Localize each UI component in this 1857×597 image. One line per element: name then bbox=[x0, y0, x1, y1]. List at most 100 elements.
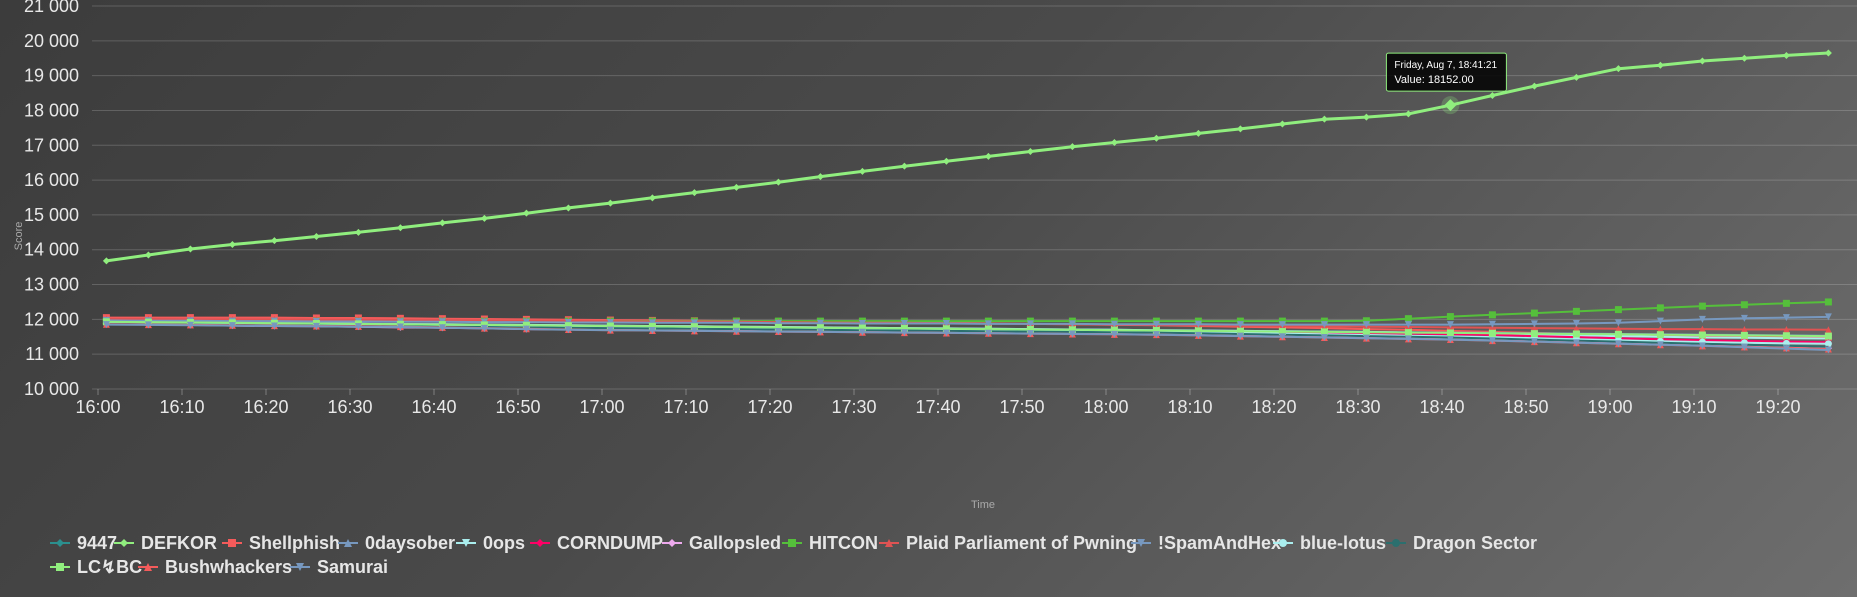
legend-item-samurai[interactable]: Samurai bbox=[290, 557, 388, 577]
hover-layer bbox=[1441, 96, 1460, 115]
y-tick-label: 21 000 bbox=[24, 0, 79, 16]
legend-swatch-marker bbox=[120, 539, 128, 547]
data-point bbox=[900, 320, 908, 328]
data-point bbox=[690, 327, 698, 335]
data-point bbox=[228, 322, 236, 330]
x-tick-label: 17:20 bbox=[747, 397, 792, 417]
legend-item-0ops[interactable]: 0ops bbox=[456, 533, 525, 553]
data-point bbox=[816, 324, 824, 332]
data-point bbox=[1404, 335, 1412, 343]
data-point bbox=[1614, 325, 1622, 333]
data-point bbox=[1152, 320, 1160, 328]
x-tick-label: 19:20 bbox=[1755, 397, 1800, 417]
data-point bbox=[1320, 333, 1328, 341]
data-point bbox=[984, 325, 992, 333]
data-point bbox=[1026, 148, 1034, 156]
data-point bbox=[1362, 334, 1370, 342]
legend-item-gallopsled[interactable]: Gallopsled bbox=[662, 533, 781, 553]
data-point bbox=[354, 323, 362, 331]
legend-item-bushwhackers[interactable]: Bushwhackers bbox=[138, 557, 292, 577]
legend-swatch-marker bbox=[228, 539, 236, 547]
legend-item-defkor[interactable]: DEFKOR bbox=[114, 533, 217, 553]
legend-item-dragon-sector[interactable]: Dragon Sector bbox=[1386, 533, 1537, 553]
legend-label: CORNDUMP bbox=[557, 533, 663, 553]
data-point bbox=[900, 329, 908, 337]
data-point bbox=[1572, 307, 1580, 315]
data-point bbox=[1698, 325, 1706, 333]
x-tick-label: 17:50 bbox=[999, 397, 1044, 417]
data-point bbox=[1152, 331, 1160, 339]
legend-item-lc-bc[interactable]: LC↯BC bbox=[50, 557, 142, 577]
legend-label: Dragon Sector bbox=[1413, 533, 1537, 553]
data-point bbox=[606, 322, 614, 330]
data-point bbox=[564, 326, 572, 334]
data-point bbox=[1698, 331, 1706, 339]
legend-swatch-marker bbox=[462, 539, 470, 547]
y-tick-label: 13 000 bbox=[24, 275, 79, 295]
tooltip: Friday, Aug 7, 18:41:21 Value: 18152.00 bbox=[1385, 52, 1507, 92]
data-point bbox=[648, 322, 656, 330]
data-point bbox=[396, 323, 404, 331]
y-tick-label: 16 000 bbox=[24, 170, 79, 190]
data-point bbox=[732, 319, 740, 327]
legend-item-spamandhex[interactable]: !SpamAndHex bbox=[1131, 533, 1281, 553]
data-point bbox=[1404, 321, 1412, 329]
legend-swatch-marker bbox=[1137, 539, 1145, 547]
data-point bbox=[1530, 330, 1538, 338]
data-point bbox=[732, 323, 740, 331]
data-point bbox=[1530, 320, 1538, 328]
data-point bbox=[1614, 306, 1622, 314]
data-point bbox=[1824, 298, 1832, 306]
y-axis-title: Score bbox=[13, 222, 25, 251]
data-point bbox=[1698, 342, 1706, 350]
data-point bbox=[690, 189, 698, 197]
x-tick-label: 18:00 bbox=[1083, 397, 1128, 417]
legend-item-hitcon[interactable]: HITCON bbox=[782, 533, 878, 553]
data-point bbox=[1446, 321, 1454, 329]
legend-item-corndump[interactable]: CORNDUMP bbox=[530, 533, 663, 553]
data-point bbox=[858, 320, 866, 328]
legend-item-shellphish[interactable]: Shellphish bbox=[222, 533, 340, 553]
data-point bbox=[1824, 332, 1832, 340]
series-layer bbox=[102, 49, 1832, 354]
data-point bbox=[942, 320, 950, 328]
data-point bbox=[186, 321, 194, 329]
data-point bbox=[1320, 328, 1328, 336]
data-point bbox=[1110, 138, 1118, 146]
legend-label: DEFKOR bbox=[141, 533, 217, 553]
data-point bbox=[564, 322, 572, 330]
data-point bbox=[858, 167, 866, 175]
data-point bbox=[438, 219, 446, 227]
legend-label: Samurai bbox=[317, 557, 388, 577]
x-tick-label: 16:50 bbox=[495, 397, 540, 417]
data-point bbox=[1404, 315, 1412, 323]
data-point bbox=[1404, 110, 1412, 118]
series-line-spamandhex bbox=[106, 315, 1829, 326]
x-tick-label: 18:30 bbox=[1335, 397, 1380, 417]
data-point bbox=[1488, 329, 1496, 337]
series-samurai bbox=[102, 321, 1832, 354]
legend-label: 0ops bbox=[483, 533, 525, 553]
legend-item-plaid-parliament-of-pwning[interactable]: Plaid Parliament of Pwning bbox=[879, 533, 1137, 553]
data-point bbox=[1530, 324, 1538, 332]
data-point bbox=[1530, 338, 1538, 346]
legend-item-0daysober[interactable]: 0daysober bbox=[338, 533, 455, 553]
legend: 9447 DEFKOR Shellphish 0daysober 0ops CORNDUM… bbox=[50, 533, 1537, 577]
data-point bbox=[732, 327, 740, 335]
data-point bbox=[1194, 129, 1202, 137]
legend-item-blue-lotus[interactable]: blue-lotus bbox=[1273, 533, 1386, 553]
data-point bbox=[732, 183, 740, 191]
data-point bbox=[690, 319, 698, 327]
y-axis: 10 000 11 000 12 000 13 000 14 000 15 000 16 0… bbox=[24, 0, 79, 399]
data-point bbox=[1362, 317, 1370, 325]
x-tick-label: 16:20 bbox=[243, 397, 288, 417]
data-point bbox=[1026, 330, 1034, 338]
data-point bbox=[1572, 324, 1580, 332]
data-point bbox=[1110, 326, 1118, 334]
legend-swatch-marker bbox=[144, 563, 152, 571]
legend-item-9447[interactable]: 9447 bbox=[50, 533, 117, 553]
y-tick-label: 14 000 bbox=[24, 240, 79, 260]
data-point bbox=[396, 224, 404, 232]
data-point bbox=[1740, 301, 1748, 309]
legend-swatch-marker bbox=[1392, 539, 1400, 547]
